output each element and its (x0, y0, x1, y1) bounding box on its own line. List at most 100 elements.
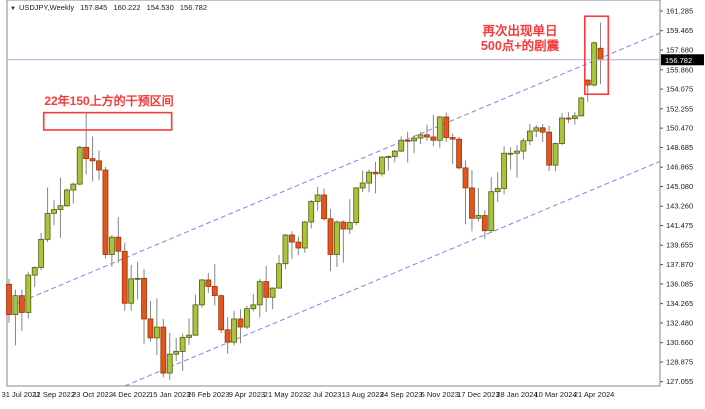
y-axis-label: 134.265 (666, 299, 693, 308)
candle (469, 170, 475, 232)
candle-body-bear (481, 215, 488, 232)
y-axis-label: 159.465 (666, 26, 693, 35)
x-axis-label: 11 Sep 2022 (33, 390, 75, 399)
bid-price-box (661, 54, 704, 66)
candle-body-bull (134, 277, 141, 280)
candle (224, 317, 231, 354)
candle-body-bull (533, 127, 540, 132)
candle-body-bull (269, 287, 276, 298)
symbol-period-label: USDJPY,Weekly (18, 3, 75, 12)
candle (340, 220, 347, 263)
candle-body-bull (571, 115, 578, 119)
y-axis-label: 137.870 (666, 260, 693, 269)
candle-body-bull (346, 222, 353, 230)
candle (128, 264, 135, 311)
symbol-dropdown-arrow-icon[interactable]: ▼ (10, 6, 16, 12)
candle (263, 265, 270, 312)
candle-body-bull (501, 152, 508, 189)
annotation-intervention-zone-box (42, 111, 173, 131)
candle-body-bull (128, 278, 135, 304)
candle (198, 278, 205, 308)
candle (31, 266, 38, 287)
y-axis-label: 155.860 (666, 65, 693, 74)
x-axis-label: 4 Dec 2022 (112, 390, 150, 399)
candle-body-bear (456, 138, 463, 169)
candle (359, 170, 366, 193)
candle (366, 169, 372, 193)
candle-body-bear (115, 236, 122, 252)
candle (63, 188, 70, 207)
ohlc-high-value: 160.222 (113, 3, 141, 12)
y-axis-label: 141.475 (666, 221, 693, 230)
candle-body-bull (314, 194, 321, 202)
candle (533, 125, 540, 138)
candle-body-bull (192, 304, 199, 336)
candle-body-bull (520, 140, 527, 152)
candle (301, 220, 308, 253)
candle (179, 333, 186, 371)
candle-body-bear (449, 137, 456, 140)
candle (244, 305, 250, 330)
candle (353, 187, 360, 226)
candle (108, 235, 115, 267)
candle-body-bear (218, 295, 225, 331)
candle (404, 131, 411, 163)
y-axis-label: 128.875 (666, 357, 693, 366)
y-axis-label: 157.680 (666, 46, 693, 55)
candle-body-bull (436, 116, 443, 141)
candle-body-bull (44, 212, 51, 240)
x-axis-label: 2 Jul 2023 (307, 390, 342, 399)
candle (475, 187, 482, 222)
candle-body-bull (63, 189, 70, 207)
candle (121, 242, 128, 311)
x-axis-label: 5 Nov 2023 (421, 390, 459, 399)
candle-body-bull (51, 209, 57, 214)
candle (25, 271, 32, 319)
candle-body-bull (276, 263, 282, 289)
candle (321, 188, 327, 221)
ohlc-low-value: 154.530 (146, 3, 174, 12)
candle (256, 278, 263, 318)
candle (417, 132, 424, 145)
candle-body-bear (83, 146, 90, 160)
candle-body-bear (211, 286, 218, 297)
candle-body-bear (430, 136, 437, 141)
y-axis-label: 154.075 (666, 85, 693, 94)
candle-body-bear (121, 250, 128, 304)
candle-body-bull (166, 353, 173, 374)
candle-body-bear (224, 329, 231, 343)
candle (211, 264, 218, 306)
candle-body-bull (179, 336, 186, 352)
candle-body-bull (494, 188, 501, 193)
candle (186, 318, 192, 345)
candle-body-bear (89, 158, 96, 162)
x-axis-label: 28 Jan 2024 (496, 390, 537, 399)
candle-body-bear (289, 234, 295, 243)
candle-body-bull (108, 236, 115, 255)
candle (449, 133, 456, 165)
candle-body-bull (475, 215, 482, 219)
candle-body-bear (6, 283, 12, 316)
candle (134, 261, 141, 300)
y-axis-label: 161.285 (666, 7, 693, 16)
candle (327, 209, 334, 272)
candle (83, 112, 90, 175)
candle (481, 210, 488, 239)
candle-body-bull (417, 134, 424, 139)
candle (334, 220, 340, 267)
candle-body-bull (57, 205, 64, 210)
candle-body-bear (404, 139, 411, 142)
candle (462, 160, 469, 225)
candle-body-bull (507, 152, 514, 155)
candle (591, 41, 598, 87)
candle-body-bull (366, 171, 372, 184)
candle-body-bear (597, 47, 604, 61)
candle (102, 166, 109, 259)
candle (552, 142, 559, 172)
candle (289, 231, 295, 259)
y-axis-label: 143.260 (666, 202, 693, 211)
candle-body-bull (526, 130, 533, 142)
candle (295, 236, 302, 256)
